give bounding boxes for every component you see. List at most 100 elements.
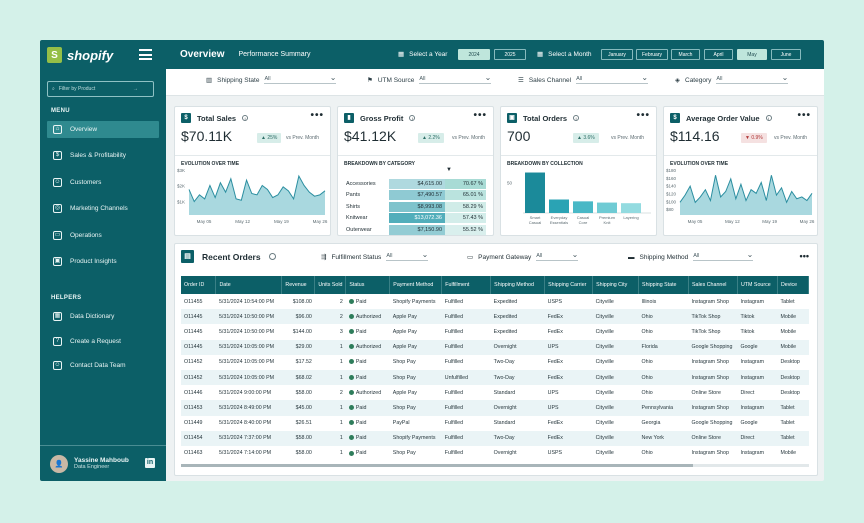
year-2024-button[interactable]: 2024 — [458, 49, 490, 60]
more-options-icon[interactable]: ••• — [473, 110, 487, 121]
info-icon[interactable]: i — [242, 115, 249, 121]
sidebar-item-marketing[interactable]: ◎ Marketing Channels — [47, 200, 159, 217]
category-filter[interactable]: ◈ Category All — [675, 73, 788, 84]
sidebar-item-contact-team[interactable]: ☺ Contact Data Team — [47, 357, 159, 374]
filter-label: Fulfillment Status — [331, 253, 382, 261]
table-row[interactable]: O11455 5/31/2024 10:54:00 PM $108.00 2 Paid S… — [181, 294, 809, 309]
filter-value[interactable]: All — [576, 73, 648, 84]
table-cell: Apple Pay — [392, 328, 417, 335]
month-february-button[interactable]: February — [636, 49, 668, 60]
table-row[interactable]: O11454 5/31/2024 7:37:00 PM $58.00 1 Paid Sho… — [181, 430, 809, 446]
shipping-state-filter[interactable]: ▥ Shipping State All — [206, 73, 336, 84]
info-icon[interactable]: i — [409, 115, 416, 121]
team-icon: ☺ — [53, 361, 62, 370]
column-header[interactable]: Units Sold — [314, 276, 347, 294]
scrollbar-thumb[interactable] — [181, 464, 693, 467]
more-options-icon[interactable]: ••• — [310, 110, 324, 121]
linkedin-icon[interactable]: in — [145, 458, 155, 468]
column-header[interactable]: Status — [345, 276, 391, 294]
more-options-icon[interactable]: ••• — [797, 110, 811, 121]
table-row[interactable]: O11445 5/31/2024 10:50:00 PM $144.00 3 Paid A… — [181, 324, 809, 339]
category-value: $7,490.57 — [389, 190, 445, 200]
sidebar-item-product-insights[interactable]: ▣ Product Insights — [47, 253, 159, 270]
filter-value[interactable]: All — [716, 73, 788, 84]
column-header[interactable]: Shipping Method — [490, 276, 546, 294]
table-cell: 5/31/2024 9:00:00 PM — [218, 389, 272, 396]
table-row[interactable]: O11463 5/31/2024 7:14:00 PM $58.00 1 Paid Sho… — [181, 446, 809, 461]
table-row[interactable]: O11452 5/31/2024 10:05:00 PM $17.52 1 Paid Sh… — [181, 355, 809, 370]
filter-value[interactable]: All — [693, 250, 753, 261]
column-header[interactable]: Device — [777, 276, 810, 294]
fulfillment-filter[interactable]: ⇶ Fulfillment Status All — [321, 250, 428, 261]
table-cell: 2 — [339, 313, 343, 320]
shipping-method-filter[interactable]: ▬ Shipping Method All — [628, 250, 753, 261]
collection-bar-chart: 50SmartCasualEverydayEssentialsCasualCor… — [507, 172, 651, 225]
table-cell: Tablet — [780, 435, 795, 442]
column-header[interactable]: Fulfillment — [441, 276, 492, 294]
table-cell: Ohio — [641, 450, 653, 457]
status-text: Paid — [355, 374, 367, 381]
filter-value[interactable]: All — [419, 73, 491, 84]
sidebar-item-label: Operations — [70, 232, 102, 239]
table-cell: Florida — [641, 344, 658, 351]
table-row[interactable]: O11445 5/31/2024 10:05:00 PM $29.00 1 Author… — [181, 339, 809, 355]
column-header[interactable]: Shipping City — [592, 276, 640, 294]
hamburger-menu-icon[interactable] — [139, 49, 152, 60]
month-january-button[interactable]: January — [601, 49, 633, 60]
table-cell: FedEx — [547, 420, 563, 427]
info-icon[interactable] — [268, 253, 276, 260]
filter-label: Payment Gateway — [478, 253, 532, 261]
table-row[interactable]: O11453 5/31/2024 8:49:00 PM $45.00 1 Paid Sho… — [181, 400, 809, 416]
column-header[interactable]: Shipping State — [638, 276, 689, 294]
month-april-button[interactable]: April — [704, 49, 733, 60]
product-filter-input[interactable] — [58, 86, 129, 92]
table-row[interactable]: O11449 5/31/2024 8:40:00 PM $26.51 1 Paid Pay… — [181, 416, 809, 431]
product-filter[interactable]: ⌕ → — [47, 81, 154, 97]
sales-channel-filter[interactable]: ☰ Sales Channel All — [518, 73, 648, 84]
table-cell: Instagram — [740, 374, 765, 381]
table-cell: Mobile — [780, 450, 797, 457]
payment-gateway-filter[interactable]: ▭ Payment Gateway All — [467, 250, 578, 261]
column-header[interactable]: Order ID — [181, 276, 217, 294]
table-cell: Tiktok — [740, 328, 755, 335]
utm-source-filter[interactable]: ⚑ UTM Source All — [367, 73, 491, 84]
filter-value[interactable]: All — [264, 73, 336, 84]
info-icon[interactable]: i — [765, 115, 772, 121]
sidebar-item-customers[interactable]: ☺ Customers — [47, 174, 159, 191]
table-cell: Two-Day — [493, 359, 515, 366]
more-options-icon[interactable]: ••• — [799, 251, 809, 261]
sidebar-item-create-request[interactable]: ? Create a Request — [47, 333, 159, 350]
sidebar-item-data-dictionary[interactable]: ▦ Data Dictionary — [47, 308, 159, 325]
sort-icon[interactable]: ▼ — [446, 167, 452, 173]
month-june-button[interactable]: June — [771, 49, 801, 60]
more-options-icon[interactable]: ••• — [636, 110, 650, 121]
column-header[interactable]: UTM Source — [737, 276, 778, 294]
year-2025-button[interactable]: 2025 — [494, 49, 526, 60]
user-profile[interactable]: 👤 Yassine Mahboub Data Engineer in — [40, 445, 166, 481]
filter-value[interactable]: All — [386, 250, 428, 261]
table-row[interactable]: O11446 5/31/2024 9:00:00 PM $58.00 2 Authori… — [181, 385, 809, 400]
table-cell: O11445 — [184, 313, 203, 320]
horizontal-scrollbar[interactable] — [181, 464, 809, 467]
table-row[interactable]: O11445 5/31/2024 10:50:00 PM $96.00 2 Author… — [181, 309, 809, 325]
table-row[interactable]: O11452 5/31/2024 10:05:00 PM $68.02 1 Paid Sh… — [181, 369, 809, 386]
column-header[interactable]: Payment Method — [389, 276, 443, 294]
info-icon[interactable]: i — [573, 115, 580, 121]
y-tick-label: $1K — [177, 199, 185, 204]
column-header[interactable]: Date — [215, 276, 283, 294]
shopify-logo[interactable]: S shopify — [47, 47, 113, 63]
table-cell: Online Store — [691, 389, 721, 396]
month-may-button[interactable]: May — [737, 49, 767, 60]
month-march-button[interactable]: March — [671, 49, 700, 60]
sidebar-item-sales[interactable]: $ Sales & Profitability — [47, 147, 159, 164]
sidebar-item-overview[interactable]: ⌂ Overview — [47, 121, 159, 138]
table-cell: 1 — [339, 344, 343, 351]
column-header[interactable]: Revenue — [281, 276, 316, 294]
filter-value[interactable]: All — [536, 250, 578, 261]
sidebar-item-operations[interactable]: ▭ Operations — [47, 227, 159, 244]
filter-label: Category — [685, 76, 712, 84]
table-cell: O11453 — [184, 404, 203, 411]
column-header[interactable]: Shipping Carrier — [544, 276, 594, 294]
delivery-icon: ⇶ — [321, 254, 327, 261]
column-header[interactable]: Sales Channel — [688, 276, 738, 294]
